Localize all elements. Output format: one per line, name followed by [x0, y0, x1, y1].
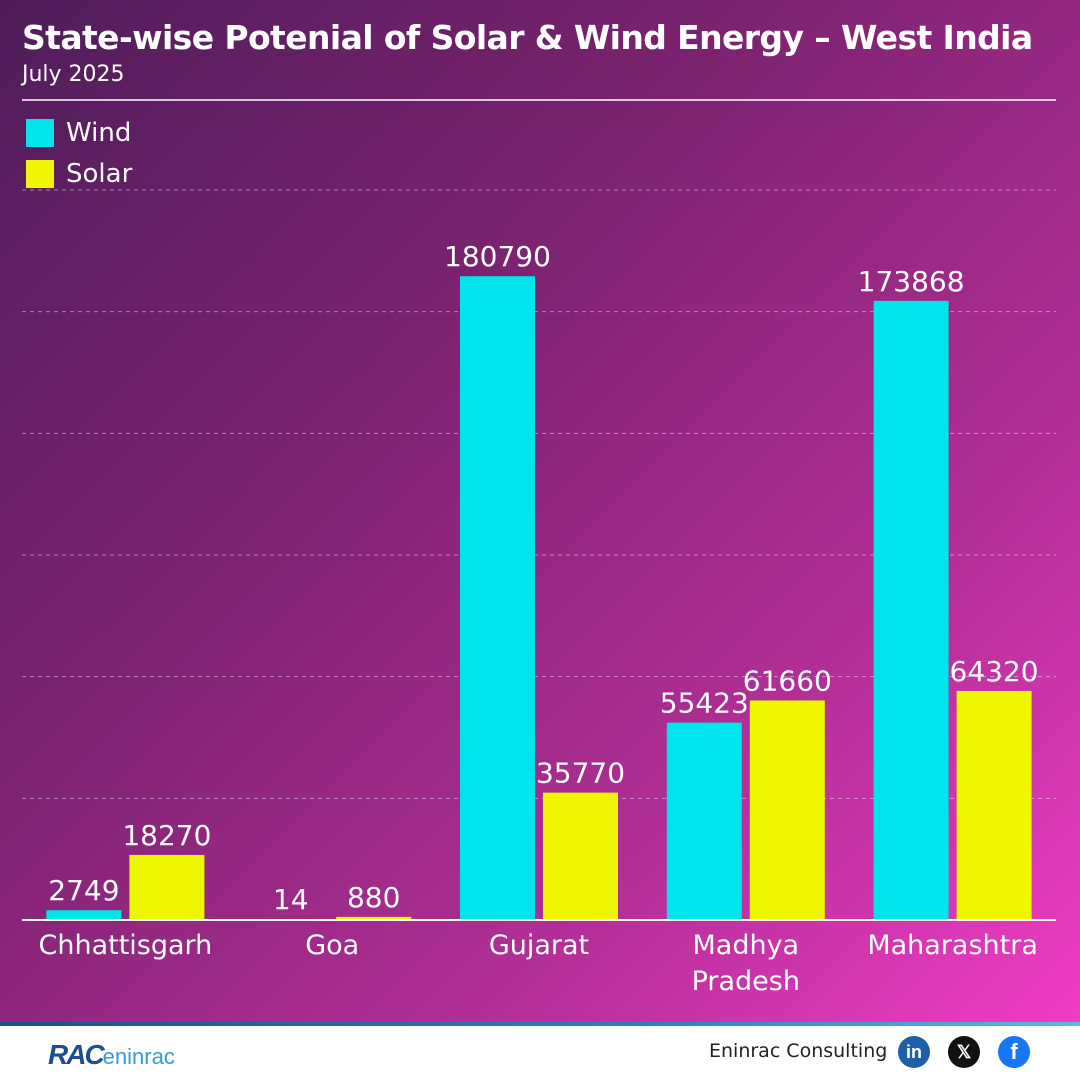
data-label-solar: 18270 [122, 819, 211, 852]
logo-rac-text: RAC [48, 1039, 105, 1070]
legend-item-solar: Solar [26, 153, 132, 194]
logo-eninrac-text: eninrac [102, 1044, 175, 1069]
x-tick-label: Madhya [692, 930, 799, 961]
bar-solar [956, 690, 1032, 920]
x-tick-label: Maharashtra [867, 930, 1038, 961]
eninrac-logo: RAC eninrac [48, 1036, 175, 1070]
bar-solar [129, 854, 205, 920]
footer-accent-bar [0, 1022, 1080, 1026]
legend-label-wind: Wind [66, 117, 132, 148]
bar-solar [749, 700, 825, 920]
facebook-icon[interactable]: f [998, 1036, 1030, 1068]
data-label-solar: 61660 [743, 664, 832, 697]
facebook-glyph: f [1010, 1039, 1018, 1064]
bar-wind [873, 300, 949, 920]
title-divider [22, 99, 1056, 101]
linkedin-icon[interactable]: in [898, 1036, 930, 1068]
data-label-solar: 35770 [536, 757, 625, 790]
data-label-wind: 14 [273, 883, 309, 916]
legend-swatch-solar [26, 159, 54, 188]
x-icon[interactable]: 𝕏 [948, 1036, 980, 1068]
data-label-wind: 180790 [444, 240, 551, 273]
legend-item-wind: Wind [26, 112, 132, 153]
data-label-solar: 64320 [950, 655, 1039, 688]
data-label-wind: 173868 [858, 265, 965, 298]
legend: Wind Solar [26, 112, 132, 194]
linkedin-glyph: in [906, 1041, 922, 1062]
data-label-wind: 55423 [660, 687, 749, 720]
bar-wind [46, 910, 122, 920]
bar-wind [666, 722, 742, 920]
company-name: Eninrac Consulting [709, 1040, 888, 1062]
chart-title: State-wise Potenial of Solar & Wind Ener… [22, 18, 1033, 57]
x-tick-label: Gujarat [489, 930, 589, 961]
data-label-solar: 880 [347, 881, 400, 914]
x-tick-label: Chhattisgarh [39, 930, 213, 961]
x-tick-label: Goa [305, 930, 359, 961]
x-tick-label: Pradesh [692, 966, 800, 997]
legend-label-solar: Solar [66, 158, 133, 189]
bar-wind [460, 276, 535, 921]
legend-swatch-wind [26, 118, 54, 147]
data-label-wind: 2749 [48, 874, 119, 907]
bar-solar [543, 792, 618, 920]
bar-solar [336, 916, 412, 920]
x-glyph: 𝕏 [956, 1041, 972, 1062]
chart-subtitle: July 2025 [22, 62, 125, 87]
